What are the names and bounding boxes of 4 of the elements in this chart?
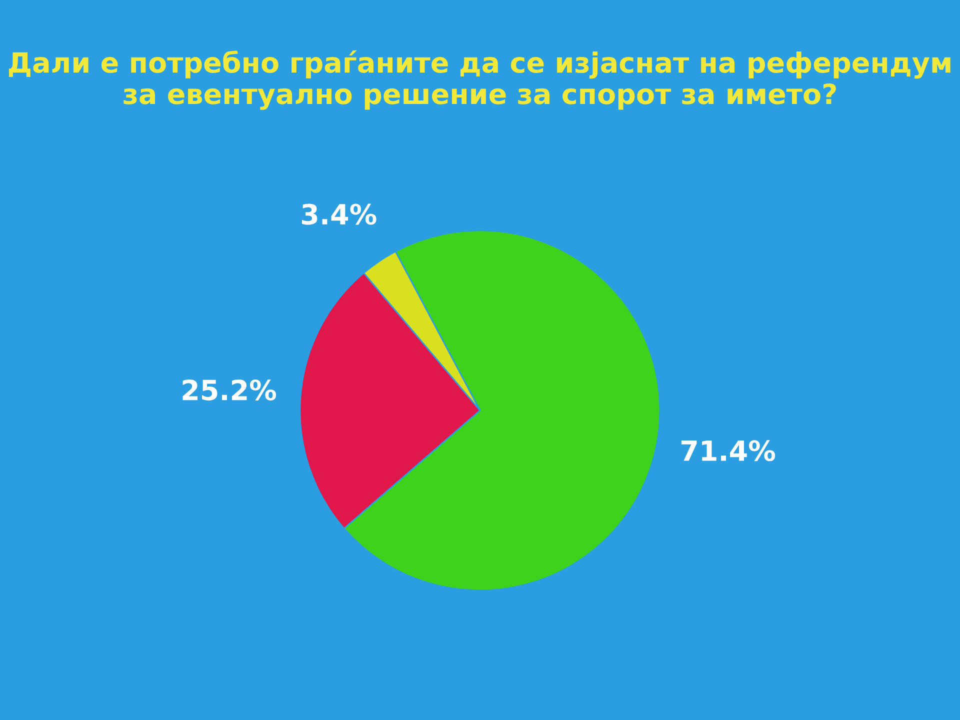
data-label: 3.4% — [302, 204, 376, 225]
data-label: 25.2% — [182, 379, 276, 401]
data-label: 71.4% — [681, 440, 776, 462]
chart-title: Дали е потребно граѓаните да се изјаснат на референдум за евентуално решение за спорот за името? — [8, 50, 950, 110]
